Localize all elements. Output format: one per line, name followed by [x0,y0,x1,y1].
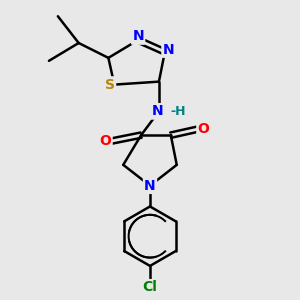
Text: N: N [152,104,163,118]
Text: N: N [163,43,174,56]
Text: O: O [198,122,209,136]
Text: Cl: Cl [142,280,158,294]
Text: -H: -H [170,105,186,118]
Text: S: S [105,78,115,92]
Text: O: O [100,134,111,148]
Text: N: N [132,29,144,44]
Text: N: N [144,179,156,193]
